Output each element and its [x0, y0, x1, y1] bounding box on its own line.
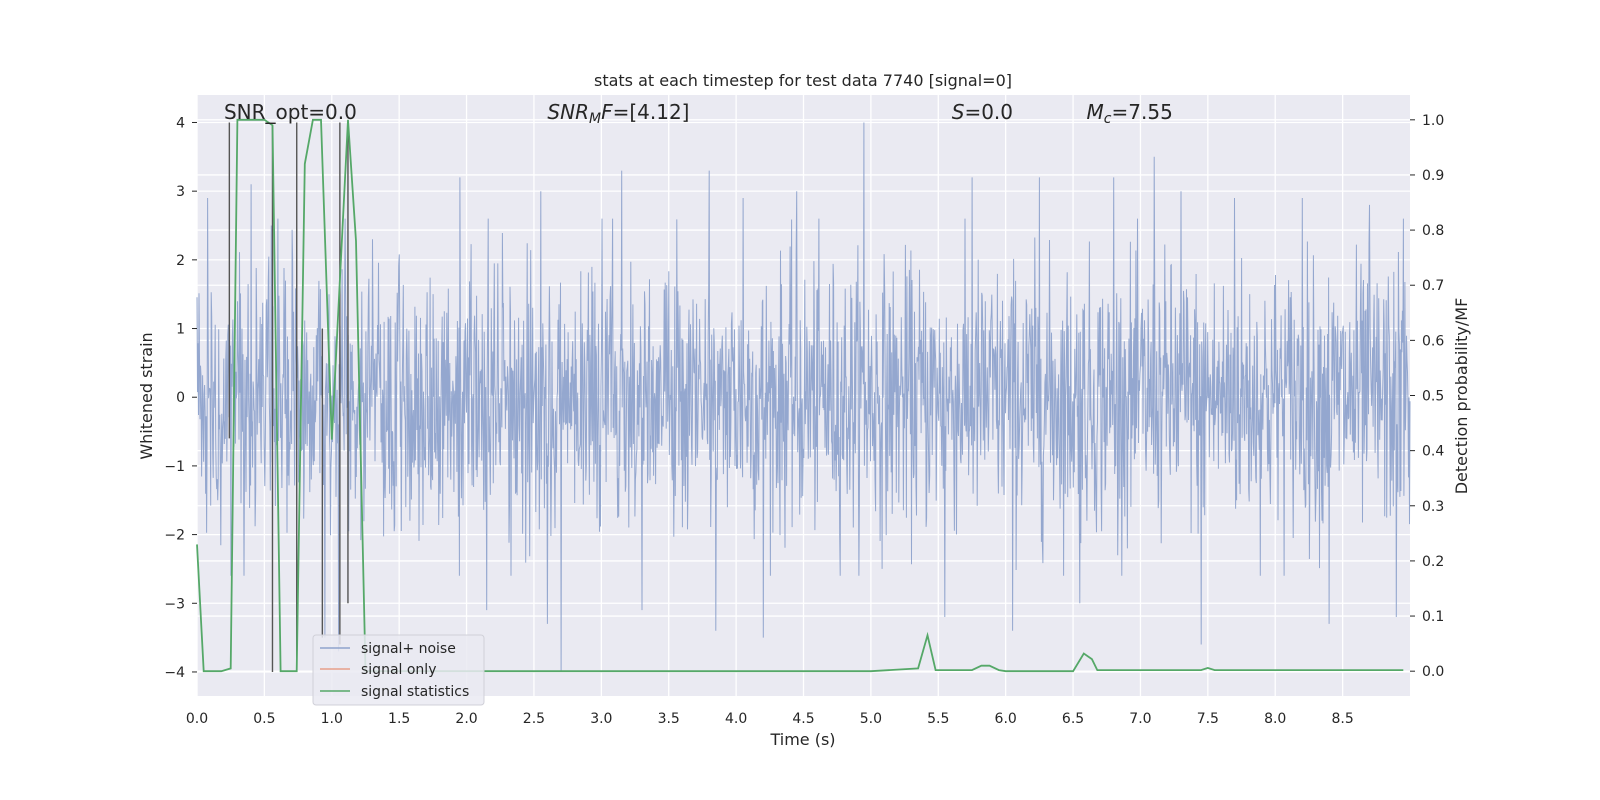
- legend: signal+ noise signal only signal statist…: [312, 634, 485, 706]
- x-tick-label: 8.0: [1264, 711, 1286, 727]
- annotations: SNR_opt=0.0 SNRMF=[4.12] S=0.0 Mc=7.55: [224, 100, 1173, 127]
- x-tick-label: 3.5: [658, 711, 680, 727]
- x-tick-label: 2.0: [455, 711, 477, 727]
- series-signal-statistics: [196, 118, 1404, 673]
- y2-tick-label: 0.7: [1422, 278, 1444, 294]
- y2-axis-label: Detection probability/MF: [1452, 298, 1471, 495]
- x-tick-label: 8.5: [1331, 711, 1353, 727]
- y2-tick-label: 0.1: [1422, 609, 1444, 625]
- y-tick-label: −2: [164, 528, 185, 544]
- x-tick-label: 0.0: [186, 711, 208, 727]
- y2-tick-label: 0.4: [1422, 444, 1444, 460]
- y-tick-label: −3: [164, 596, 185, 612]
- y-tick-label: −1: [164, 459, 185, 475]
- x-tick-label: 5.5: [927, 711, 949, 727]
- y-tick-label: 0: [176, 390, 185, 406]
- y2-axis-ticks: 0.0 0.1 0.2 0.3 0.4 0.5 0.6 0.7 0.8 0.9 1.0: [1410, 113, 1444, 680]
- x-tick-label: 6.0: [995, 711, 1017, 727]
- x-tick-label: 7.0: [1129, 711, 1151, 727]
- x-axis-label: Time (s): [769, 730, 835, 749]
- y2-tick-label: 0.3: [1422, 499, 1444, 515]
- y-tick-label: 4: [176, 115, 185, 131]
- annotation-s: S=0.0: [952, 100, 1013, 124]
- legend-box: [312, 634, 485, 706]
- x-tick-label: 1.5: [388, 711, 410, 727]
- y2-tick-label: 1.0: [1422, 113, 1444, 129]
- y-tick-label: 3: [176, 184, 185, 200]
- x-tick-label: 1.0: [321, 711, 343, 727]
- y-tick-label: −4: [164, 665, 185, 681]
- signal-statistics-line: [196, 118, 1404, 673]
- y-tick-label: 2: [176, 253, 185, 269]
- y2-tick-label: 0.8: [1422, 223, 1444, 239]
- x-tick-label: 7.5: [1197, 711, 1219, 727]
- x-tick-label: 0.5: [253, 711, 275, 727]
- signal-plus-noise-line: [196, 122, 1411, 673]
- x-tick-label: 6.5: [1062, 711, 1084, 727]
- y-axis-label: Whitened strain: [137, 332, 156, 459]
- series-signal-plus-noise: [196, 122, 1411, 673]
- y2-tick-label: 0.5: [1422, 389, 1444, 405]
- legend-label-signal-only: signal only: [361, 662, 436, 678]
- y2-tick-label: 0.6: [1422, 333, 1444, 349]
- event-markers: [228, 122, 349, 672]
- y-tick-label: 1: [176, 322, 185, 338]
- x-tick-label: 4.0: [725, 711, 747, 727]
- y2-tick-label: 0.2: [1422, 554, 1444, 570]
- x-tick-label: 3.0: [590, 711, 612, 727]
- annotation-snr-mf: SNRMF=[4.12]: [547, 100, 689, 127]
- chart-title: stats at each timestep for test data 774…: [594, 71, 1012, 90]
- legend-label-signal-statistics: signal statistics: [361, 684, 469, 700]
- x-tick-label: 2.5: [523, 711, 545, 727]
- legend-label-signal-plus-noise: signal+ noise: [361, 641, 456, 657]
- y2-tick-label: 0.9: [1422, 168, 1444, 184]
- annotation-mc: Mc=7.55: [1087, 100, 1173, 127]
- y-axis-ticks: −4 −3 −2 −1 0 1 2 3 4: [164, 115, 197, 681]
- annotation-snr-opt: SNR_opt=0.0: [224, 100, 357, 124]
- x-axis-ticks: 0.0 0.5 1.0 1.5 2.0 2.5 3.0 3.5 4.0 4.5 5.0 5.5 6.0 6…: [186, 711, 1354, 727]
- x-tick-label: 4.5: [792, 711, 814, 727]
- x-tick-label: 5.0: [860, 711, 882, 727]
- y2-tick-label: 0.0: [1422, 664, 1444, 680]
